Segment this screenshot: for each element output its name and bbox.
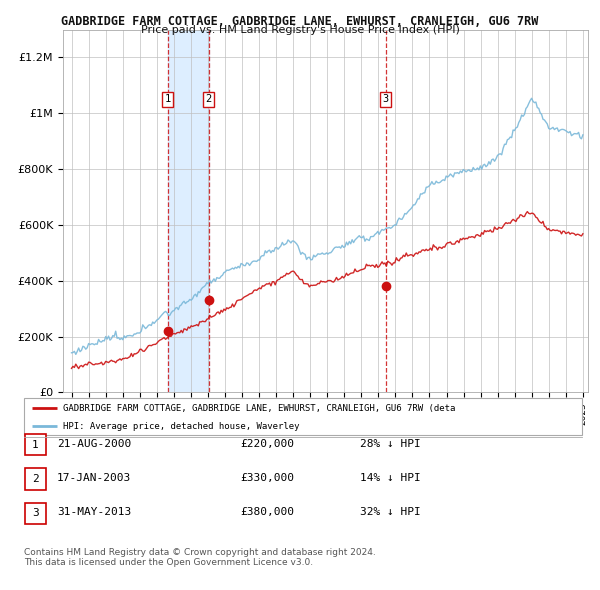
Text: 32% ↓ HPI: 32% ↓ HPI <box>360 507 421 517</box>
Text: 1: 1 <box>32 440 39 450</box>
Text: 14% ↓ HPI: 14% ↓ HPI <box>360 473 421 483</box>
Text: 21-AUG-2000: 21-AUG-2000 <box>57 439 131 448</box>
Text: GADBRIDGE FARM COTTAGE, GADBRIDGE LANE, EWHURST, CRANLEIGH, GU6 7RW (deta: GADBRIDGE FARM COTTAGE, GADBRIDGE LANE, … <box>63 404 455 413</box>
Text: £380,000: £380,000 <box>240 507 294 517</box>
Text: 28% ↓ HPI: 28% ↓ HPI <box>360 439 421 448</box>
FancyBboxPatch shape <box>24 398 582 435</box>
Text: 2: 2 <box>32 474 39 484</box>
Bar <box>167 30 209 392</box>
Text: 1: 1 <box>164 94 171 104</box>
Text: This data is licensed under the Open Government Licence v3.0.: This data is licensed under the Open Gov… <box>24 558 313 567</box>
FancyBboxPatch shape <box>25 503 46 524</box>
Text: £330,000: £330,000 <box>240 473 294 483</box>
FancyBboxPatch shape <box>25 468 46 490</box>
Text: 31-MAY-2013: 31-MAY-2013 <box>57 507 131 517</box>
Text: 3: 3 <box>32 509 39 518</box>
Text: 2: 2 <box>206 94 212 104</box>
Text: 17-JAN-2003: 17-JAN-2003 <box>57 473 131 483</box>
Text: 3: 3 <box>382 94 389 104</box>
FancyBboxPatch shape <box>25 434 46 455</box>
Text: GADBRIDGE FARM COTTAGE, GADBRIDGE LANE, EWHURST, CRANLEIGH, GU6 7RW: GADBRIDGE FARM COTTAGE, GADBRIDGE LANE, … <box>61 15 539 28</box>
Text: HPI: Average price, detached house, Waverley: HPI: Average price, detached house, Wave… <box>63 421 299 431</box>
Text: Price paid vs. HM Land Registry's House Price Index (HPI): Price paid vs. HM Land Registry's House … <box>140 25 460 35</box>
Text: Contains HM Land Registry data © Crown copyright and database right 2024.: Contains HM Land Registry data © Crown c… <box>24 548 376 556</box>
Text: £220,000: £220,000 <box>240 439 294 448</box>
